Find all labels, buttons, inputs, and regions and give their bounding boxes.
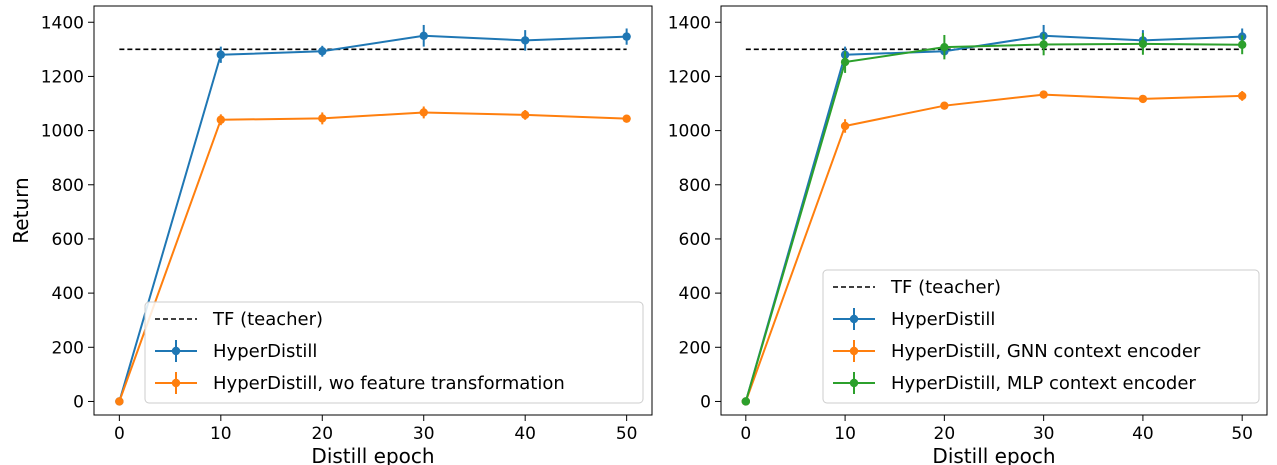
y-tick-label: 800 [679,176,711,196]
y-tick-label: 800 [52,176,84,196]
series-1 [115,24,631,406]
legend-label: HyperDistill [213,341,317,362]
chart-panel-2: 0 10 20 30 40 50 0 200 400 600 800 1000 1200 1400 Dist… [668,5,1268,465]
data-point [115,397,124,406]
x-tick-label: 50 [1231,424,1253,444]
legend: TF (teacher) HyperDistill HyperDistill, wo… [144,301,644,404]
y-tick-label: 1400 [41,13,84,33]
y-tick-label: 200 [52,338,84,358]
x-tick-label: 40 [1132,424,1154,444]
y-tick-label: 0 [73,392,84,412]
legend-box [144,301,644,404]
legend-label: HyperDistill, MLP context encoder [891,373,1196,394]
data-point [840,121,850,131]
x-axis-label: Distill epoch [311,444,434,465]
series-line [744,93,1243,402]
x-tick-label: 30 [413,424,435,444]
plot-frame [720,5,1268,416]
x-tick-label: 20 [311,424,333,444]
legend-label: HyperDistill [891,309,995,330]
y-tick-label: 1200 [41,67,84,87]
data-point [318,47,327,56]
legend-box [822,269,1260,404]
data-point [1138,39,1148,49]
x-tick-label: 10 [210,424,232,444]
y-tick-label: 600 [52,230,84,250]
series-2 [115,106,631,406]
data-point [1237,91,1247,101]
plot-frame [93,5,653,416]
y-tick-label: 0 [700,392,711,412]
data-point [741,397,751,406]
series-line [118,34,627,402]
data-point [216,50,226,59]
y-tick-label: 1000 [41,122,84,142]
series-3 [741,33,1247,406]
y-tick-label: 1400 [668,13,711,33]
legend-swatch-marker [849,346,859,356]
x-axis-label: Distill epoch [932,444,1055,465]
x-tick-label: 0 [114,424,125,444]
series-line [744,34,1243,402]
data-point [1039,40,1048,49]
x-tick-label: 10 [834,424,856,444]
chart-panel-1: 0 10 20 30 40 50 0 200 400 600 800 1000 1200 1400 Dist… [9,5,653,465]
data-point [840,57,850,67]
data-point [216,115,226,124]
data-point [622,114,631,123]
data-point [622,32,631,41]
x-tick-label: 50 [616,424,638,444]
legend-swatch-marker [171,378,181,388]
legend: TF (teacher) HyperDistill HyperDistill, GN… [822,269,1260,404]
legend-label: TF (teacher) [212,309,323,330]
data-point [318,114,327,123]
data-point [520,36,530,45]
data-point [520,110,530,120]
y-tick-label: 600 [679,230,711,250]
data-point [1039,90,1048,99]
legend-label: HyperDistill, wo feature transformation [213,373,565,394]
legend-swatch-marker [171,346,181,356]
y-tick-label: 1000 [668,122,711,142]
legend-swatch-marker [849,314,859,324]
y-tick-label: 200 [679,338,711,358]
legend-swatch-marker [849,378,859,388]
x-tick-label: 30 [1033,424,1055,444]
data-point [419,31,428,40]
data-point [940,42,949,52]
data-point [1138,94,1148,104]
data-point [940,101,949,110]
x-tick-label: 40 [514,424,536,444]
legend-label: TF (teacher) [890,277,1001,298]
y-tick-label: 400 [679,284,711,304]
x-tick-label: 20 [934,424,956,444]
series-line [744,42,1243,402]
series-line [118,111,627,402]
y-tick-label: 1200 [668,67,711,87]
legend-label: HyperDistill, GNN context encoder [891,341,1201,362]
data-point [419,108,428,117]
y-axis-label: Return [9,177,33,243]
x-tick-label: 0 [740,424,751,444]
data-point [1237,40,1247,49]
y-tick-label: 400 [52,284,84,304]
